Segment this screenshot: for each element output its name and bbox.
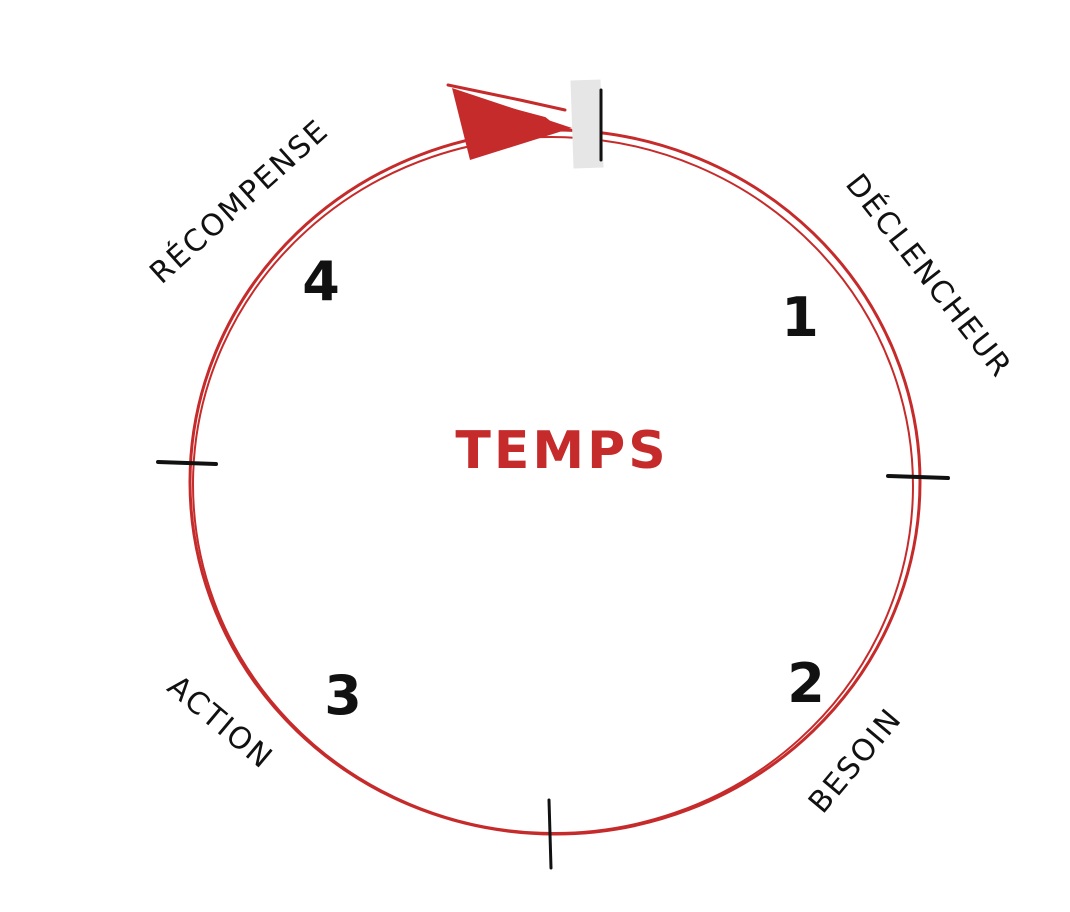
step-number-4: 4 bbox=[302, 250, 340, 313]
tick-mark-bottom bbox=[547, 798, 553, 870]
center-label: TEMPS bbox=[455, 421, 668, 481]
step-number-3: 3 bbox=[324, 664, 362, 727]
start-marker bbox=[570, 79, 604, 169]
step-number-1: 1 bbox=[781, 286, 819, 349]
cycle-ring-inner bbox=[192, 135, 914, 835]
direction-arrow-icon bbox=[446, 83, 572, 160]
step-label-3: ACTION bbox=[161, 669, 280, 777]
step-label-2: BESOIN bbox=[802, 702, 909, 821]
tick-mark-right bbox=[886, 474, 950, 480]
step-number-2: 2 bbox=[787, 652, 825, 715]
cycle-ring bbox=[188, 128, 922, 836]
tick-mark-left bbox=[156, 460, 218, 466]
step-label-1: DÉCLENCHEUR bbox=[838, 167, 1019, 385]
